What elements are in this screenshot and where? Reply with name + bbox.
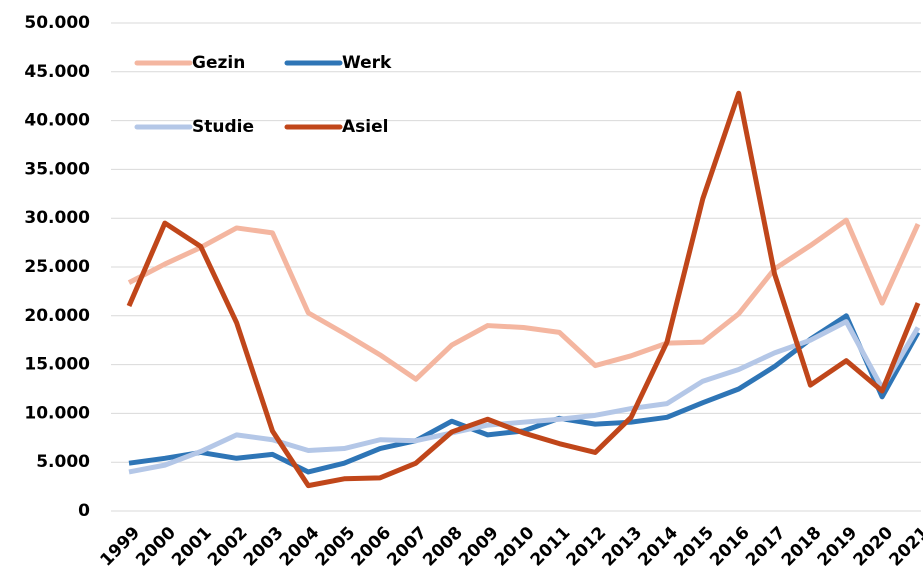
series-line bbox=[128, 319, 921, 475]
legend-label: Gezin bbox=[192, 53, 245, 73]
y-tick-label: 25.000 bbox=[24, 257, 90, 277]
x-tick-label: 2006 bbox=[348, 523, 396, 571]
series-line bbox=[128, 313, 921, 475]
x-tick-label: 2016 bbox=[706, 523, 754, 571]
x-tick-label: 2010 bbox=[491, 523, 539, 571]
x-tick-label: 2008 bbox=[419, 523, 467, 571]
y-tick-label: 15.000 bbox=[24, 355, 90, 375]
x-tick-label: 2014 bbox=[634, 523, 682, 571]
x-tick-label: 2020 bbox=[850, 523, 898, 571]
x-tick-label: 2018 bbox=[778, 523, 826, 571]
x-tick-label: 2003 bbox=[240, 523, 288, 571]
x-tick-label: 2013 bbox=[599, 523, 647, 571]
y-tick-label: 35.000 bbox=[24, 159, 90, 179]
legend-label: Studie bbox=[192, 117, 254, 137]
legend-label: Asiel bbox=[342, 117, 388, 137]
x-tick-label: 2004 bbox=[276, 523, 324, 571]
x-tick-label: 2012 bbox=[563, 523, 611, 571]
legend-label: Werk bbox=[342, 53, 392, 73]
y-tick-label: 40.000 bbox=[24, 111, 90, 131]
series-line bbox=[127, 217, 921, 382]
x-tick-label: 1999 bbox=[96, 523, 144, 571]
series-line bbox=[126, 90, 921, 489]
x-tick-label: 2001 bbox=[168, 523, 216, 571]
x-tick-label: 2009 bbox=[455, 523, 503, 571]
y-tick-label: 5.000 bbox=[36, 452, 90, 472]
y-tick-label: 30.000 bbox=[24, 208, 90, 228]
y-tick-label: 45.000 bbox=[24, 62, 90, 82]
x-tick-label: 2007 bbox=[383, 523, 431, 571]
x-tick-label: 2021 bbox=[885, 523, 923, 571]
y-tick-label: 10.000 bbox=[24, 403, 90, 423]
x-tick-label: 2017 bbox=[742, 523, 790, 571]
y-tick-label: 50.000 bbox=[24, 13, 90, 33]
y-tick-label: 0 bbox=[78, 501, 90, 521]
x-tick-label: 2011 bbox=[527, 523, 575, 571]
x-tick-label: 2015 bbox=[670, 523, 718, 571]
x-tick-label: 2002 bbox=[204, 523, 252, 571]
x-tick-label: 2019 bbox=[814, 523, 862, 571]
y-tick-label: 20.000 bbox=[24, 306, 90, 326]
x-tick-label: 2000 bbox=[132, 523, 180, 571]
x-tick-label: 2005 bbox=[312, 523, 360, 571]
